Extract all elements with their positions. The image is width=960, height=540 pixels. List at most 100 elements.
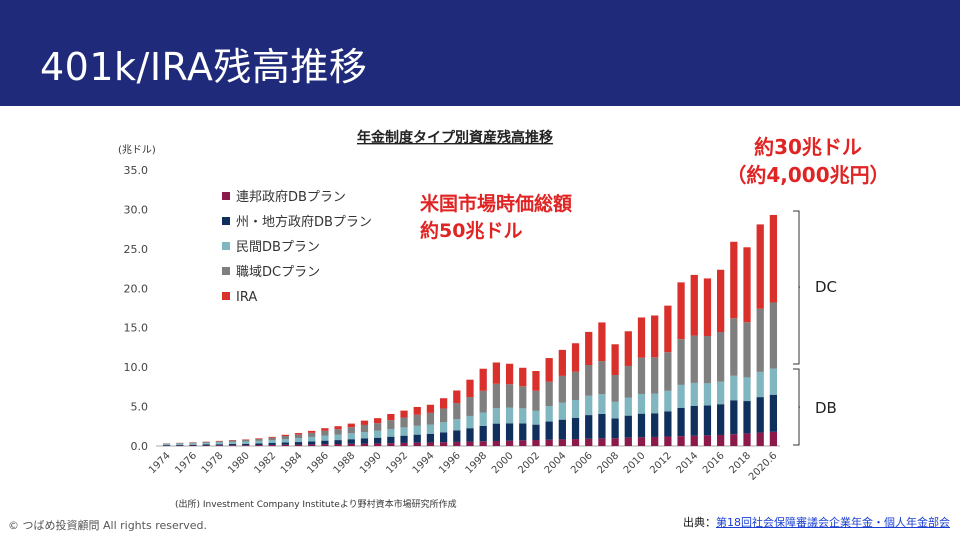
x-tick-label: 1984 bbox=[279, 450, 305, 476]
bar-segment bbox=[413, 442, 421, 446]
bar-segment bbox=[677, 384, 685, 408]
bar-segment bbox=[545, 358, 553, 382]
market-cap-line2: 約50兆ドル bbox=[420, 220, 523, 242]
bar-segment bbox=[294, 438, 303, 443]
bar-segment bbox=[334, 440, 342, 445]
y-tick-label: 10.0 bbox=[124, 361, 149, 374]
bar-segment bbox=[202, 441, 210, 443]
bar-segment bbox=[176, 444, 184, 446]
bar-segment bbox=[651, 393, 659, 414]
bar-segment bbox=[255, 438, 263, 439]
bar-segment bbox=[413, 434, 421, 443]
bar-segment bbox=[189, 443, 197, 445]
market-cap-callout: 米国市場時価総額 約50兆ドル bbox=[420, 191, 572, 245]
bar-segment bbox=[769, 302, 778, 369]
bar-segment bbox=[624, 365, 632, 398]
bar-segment bbox=[334, 426, 342, 430]
bar-segment bbox=[519, 440, 527, 446]
bar-segment bbox=[637, 413, 646, 438]
x-tick-label: 2020.6 bbox=[747, 450, 780, 483]
bar-segment bbox=[321, 435, 329, 441]
bar-segment bbox=[387, 436, 395, 444]
legend-swatch bbox=[222, 242, 230, 250]
bar-segment bbox=[743, 433, 751, 446]
bar-segment bbox=[624, 415, 632, 438]
bar-segment bbox=[743, 322, 751, 378]
bar-segment bbox=[308, 432, 316, 437]
bar-segment bbox=[413, 425, 421, 435]
chart-title: 年金制度タイプ別資産残高推移 bbox=[357, 129, 553, 146]
bar-segment bbox=[664, 411, 672, 437]
bar-segment bbox=[585, 415, 593, 439]
bar-segment bbox=[426, 404, 435, 413]
bar-segment bbox=[571, 439, 580, 446]
bar-segment bbox=[294, 434, 303, 439]
y-tick-label: 35.0 bbox=[124, 164, 149, 177]
bar-segment bbox=[466, 397, 474, 416]
bar-segment bbox=[571, 400, 580, 418]
bar-segment bbox=[571, 343, 580, 372]
bar-segment bbox=[162, 443, 171, 446]
bar-segment bbox=[387, 420, 395, 429]
bar-segment bbox=[743, 401, 751, 434]
bar-segment bbox=[677, 339, 685, 385]
bar-segment bbox=[532, 440, 540, 446]
bar-segment bbox=[242, 439, 250, 442]
bar-segment bbox=[413, 414, 421, 426]
x-tick-label: 1998 bbox=[464, 450, 490, 476]
bar-segment bbox=[756, 308, 764, 372]
bar-segment bbox=[585, 395, 593, 416]
bar-segment bbox=[690, 405, 698, 436]
bar-segment bbox=[651, 413, 659, 437]
bar-segment bbox=[558, 419, 566, 440]
bar-segment bbox=[690, 335, 698, 383]
bar-segment bbox=[281, 444, 289, 446]
bar-segment bbox=[664, 436, 672, 446]
bar-segment bbox=[479, 368, 487, 391]
x-tick-label: 2016 bbox=[701, 450, 727, 476]
y-tick-label: 30.0 bbox=[124, 203, 149, 216]
y-tick-label: 5.0 bbox=[131, 401, 149, 414]
legend-label: 連邦政府DBプラン bbox=[236, 190, 346, 205]
x-tick-label: 1996 bbox=[437, 450, 463, 476]
bar-segment bbox=[387, 428, 395, 437]
bar-segment bbox=[651, 436, 659, 446]
bar-segment bbox=[360, 438, 369, 444]
bar-segment bbox=[360, 420, 369, 425]
bar-segment bbox=[215, 445, 223, 446]
bar-segment bbox=[598, 361, 606, 395]
bar-segment bbox=[611, 375, 619, 402]
bar-segment bbox=[453, 441, 461, 446]
bar-segment bbox=[756, 432, 764, 446]
bar-segment bbox=[453, 419, 461, 431]
bar-segment bbox=[585, 331, 593, 366]
bar-segment bbox=[730, 375, 738, 401]
bar-segment bbox=[360, 432, 369, 439]
bar-segment bbox=[545, 381, 553, 407]
legend-label: 職域DCプラン bbox=[236, 265, 320, 280]
bar-segment bbox=[492, 362, 501, 384]
bar-segment bbox=[717, 269, 725, 333]
bar-segment bbox=[651, 357, 659, 394]
bar-segment bbox=[255, 445, 263, 446]
bar-segment bbox=[519, 423, 527, 441]
bar-segment bbox=[505, 407, 514, 424]
bar-segment bbox=[334, 444, 342, 446]
y-axis-unit-label: (兆ドル) bbox=[118, 144, 156, 156]
legend-label: 民間DBプラン bbox=[236, 240, 320, 255]
bar-segment bbox=[374, 430, 382, 438]
chart-source-note: (出所) Investment Company Instituteより野村資本市… bbox=[175, 498, 457, 510]
bar-segment bbox=[453, 390, 461, 404]
bar-segment bbox=[519, 386, 527, 409]
chart-container: 年金制度タイプ別資産残高推移 (兆ドル) 0.0 5.0 10.0 15.0 20.0 2… bbox=[100, 118, 805, 514]
bar-segment bbox=[743, 377, 751, 402]
bar-segment bbox=[545, 439, 553, 446]
bar-segment bbox=[189, 444, 197, 446]
bar-segment bbox=[308, 436, 316, 442]
bar-segment bbox=[690, 274, 698, 336]
bar-segment bbox=[466, 428, 474, 442]
source-link[interactable]: 第18回社会保障審議会企業年金・個人年金部会 bbox=[716, 516, 950, 529]
bar-segment bbox=[756, 224, 764, 309]
bar-segment bbox=[202, 442, 210, 445]
bar-segment bbox=[519, 408, 527, 424]
